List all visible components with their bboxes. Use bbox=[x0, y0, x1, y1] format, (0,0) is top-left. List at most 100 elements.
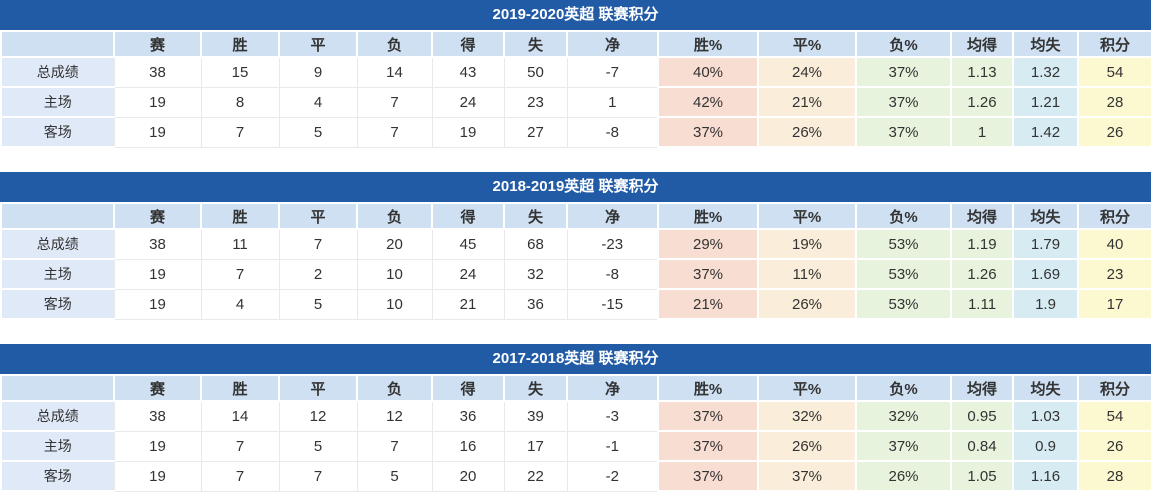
stat-cell: 26% bbox=[757, 116, 857, 148]
table-row: 主场 19 8 4 7 24 23 1 42% 21% 37% 1.26 1.21 28 bbox=[0, 86, 1151, 118]
stats-table: 赛胜平负得失净胜% 平% 负% 均得 均失 积分 总成绩 38 15 9 14 43 50 -7 40% 24… bbox=[0, 30, 1151, 148]
stat-cell: 36 bbox=[503, 288, 568, 320]
column-header: 均得 bbox=[950, 374, 1014, 402]
stat-cell: 24% bbox=[757, 56, 857, 88]
column-header: 平 bbox=[278, 202, 358, 230]
row-label: 主场 bbox=[0, 258, 115, 290]
column-header: 积分 bbox=[1077, 30, 1151, 58]
stat-cell: 1.69 bbox=[1012, 258, 1079, 290]
stat-cell: -23 bbox=[566, 228, 659, 260]
stat-cell: 37% bbox=[855, 116, 952, 148]
stat-cell: 20 bbox=[431, 460, 505, 492]
stat-cell: 53% bbox=[855, 258, 952, 290]
stat-cell: 19 bbox=[431, 116, 505, 148]
column-header: 负 bbox=[356, 30, 433, 58]
season-table-block: 2017-2018英超 联赛积分赛胜平负得失净胜% 平% 负% 均得 均失 积分 总成绩 38… bbox=[0, 344, 1151, 492]
column-header: 负 bbox=[356, 202, 433, 230]
stat-cell: 12 bbox=[278, 400, 358, 432]
stat-cell: 7 bbox=[278, 460, 358, 492]
row-label: 客场 bbox=[0, 288, 115, 320]
column-header: 平% bbox=[757, 374, 857, 402]
stat-cell: 42% bbox=[657, 86, 759, 118]
stat-cell: 37% bbox=[657, 460, 759, 492]
stat-cell: 37% bbox=[657, 258, 759, 290]
column-header: 均失 bbox=[1012, 202, 1079, 230]
season-table-block: 2019-2020英超 联赛积分赛胜平负得失净胜% 平% 负% 均得 均失 积分 总成绩 38… bbox=[0, 0, 1151, 148]
stat-cell: 29% bbox=[657, 228, 759, 260]
stat-cell: 19 bbox=[113, 116, 202, 148]
table-row: 客场 19 7 7 5 20 22 -2 37% 37% 26% 1.05 1.16 28 bbox=[0, 460, 1151, 492]
stat-cell: 50 bbox=[503, 56, 568, 88]
stat-cell: 10 bbox=[356, 258, 433, 290]
stat-cell: 53% bbox=[855, 228, 952, 260]
stat-cell: 1 bbox=[950, 116, 1014, 148]
stat-cell: 1 bbox=[566, 86, 659, 118]
stat-cell: 37% bbox=[757, 460, 857, 492]
stat-cell: 14 bbox=[200, 400, 280, 432]
stat-cell: 32% bbox=[757, 400, 857, 432]
stat-cell: 0.95 bbox=[950, 400, 1014, 432]
table-row: 总成绩 38 11 7 20 45 68 -23 29% 19% 53% 1.19 1.79 40 bbox=[0, 228, 1151, 260]
stat-cell: 14 bbox=[356, 56, 433, 88]
stat-cell: -2 bbox=[566, 460, 659, 492]
stat-cell: 1.16 bbox=[1012, 460, 1079, 492]
stat-cell: 1.21 bbox=[1012, 86, 1079, 118]
stat-cell: 12 bbox=[356, 400, 433, 432]
stat-cell: 38 bbox=[113, 228, 202, 260]
stat-cell: 37% bbox=[855, 430, 952, 462]
stat-cell: 54 bbox=[1077, 56, 1151, 88]
stat-cell: 32 bbox=[503, 258, 568, 290]
stat-cell: 8 bbox=[200, 86, 280, 118]
stat-cell: 26 bbox=[1077, 116, 1151, 148]
stat-cell: 28 bbox=[1077, 460, 1151, 492]
stat-cell: 4 bbox=[200, 288, 280, 320]
stat-cell: 10 bbox=[356, 288, 433, 320]
column-header: 胜% bbox=[657, 374, 759, 402]
column-header: 赛 bbox=[113, 374, 202, 402]
row-label: 总成绩 bbox=[0, 56, 115, 88]
header-row: 赛胜平负得失净胜% 平% 负% 均得 均失 积分 bbox=[0, 374, 1151, 402]
stat-cell: 36 bbox=[431, 400, 505, 432]
stat-cell: 7 bbox=[200, 430, 280, 462]
stat-cell: 38 bbox=[113, 56, 202, 88]
stat-cell: 26% bbox=[757, 288, 857, 320]
stat-cell: 11% bbox=[757, 258, 857, 290]
stat-cell: 5 bbox=[356, 460, 433, 492]
stat-cell: -8 bbox=[566, 258, 659, 290]
column-header: 均得 bbox=[950, 30, 1014, 58]
stat-cell: 21% bbox=[757, 86, 857, 118]
stat-cell: 9 bbox=[278, 56, 358, 88]
table-row: 总成绩 38 15 9 14 43 50 -7 40% 24% 37% 1.13 1.32 54 bbox=[0, 56, 1151, 88]
stat-cell: 19 bbox=[113, 258, 202, 290]
stat-cell: 26% bbox=[855, 460, 952, 492]
column-header: 失 bbox=[503, 374, 568, 402]
stat-cell: 45 bbox=[431, 228, 505, 260]
stat-cell: 1.26 bbox=[950, 258, 1014, 290]
stat-cell: 26 bbox=[1077, 430, 1151, 462]
table-title: 2017-2018英超 联赛积分 bbox=[0, 344, 1151, 374]
column-header: 平 bbox=[278, 30, 358, 58]
stat-cell: 26% bbox=[757, 430, 857, 462]
row-label: 主场 bbox=[0, 86, 115, 118]
stat-cell: 5 bbox=[278, 430, 358, 462]
stat-cell: 23 bbox=[503, 86, 568, 118]
stat-cell: 23 bbox=[1077, 258, 1151, 290]
stat-cell: 17 bbox=[503, 430, 568, 462]
column-header: 胜% bbox=[657, 202, 759, 230]
stat-cell: 27 bbox=[503, 116, 568, 148]
stat-cell: 20 bbox=[356, 228, 433, 260]
stat-cell: 1.42 bbox=[1012, 116, 1079, 148]
stat-cell: 15 bbox=[200, 56, 280, 88]
stat-cell: 22 bbox=[503, 460, 568, 492]
column-header: 净 bbox=[566, 30, 659, 58]
stat-cell: 37% bbox=[657, 400, 759, 432]
stat-cell: 5 bbox=[278, 288, 358, 320]
stat-cell: -7 bbox=[566, 56, 659, 88]
stat-cell: 43 bbox=[431, 56, 505, 88]
column-header: 赛 bbox=[113, 30, 202, 58]
column-header: 负% bbox=[855, 374, 952, 402]
stat-cell: 68 bbox=[503, 228, 568, 260]
stat-cell: 1.13 bbox=[950, 56, 1014, 88]
column-header: 平% bbox=[757, 202, 857, 230]
column-header: 均失 bbox=[1012, 30, 1079, 58]
